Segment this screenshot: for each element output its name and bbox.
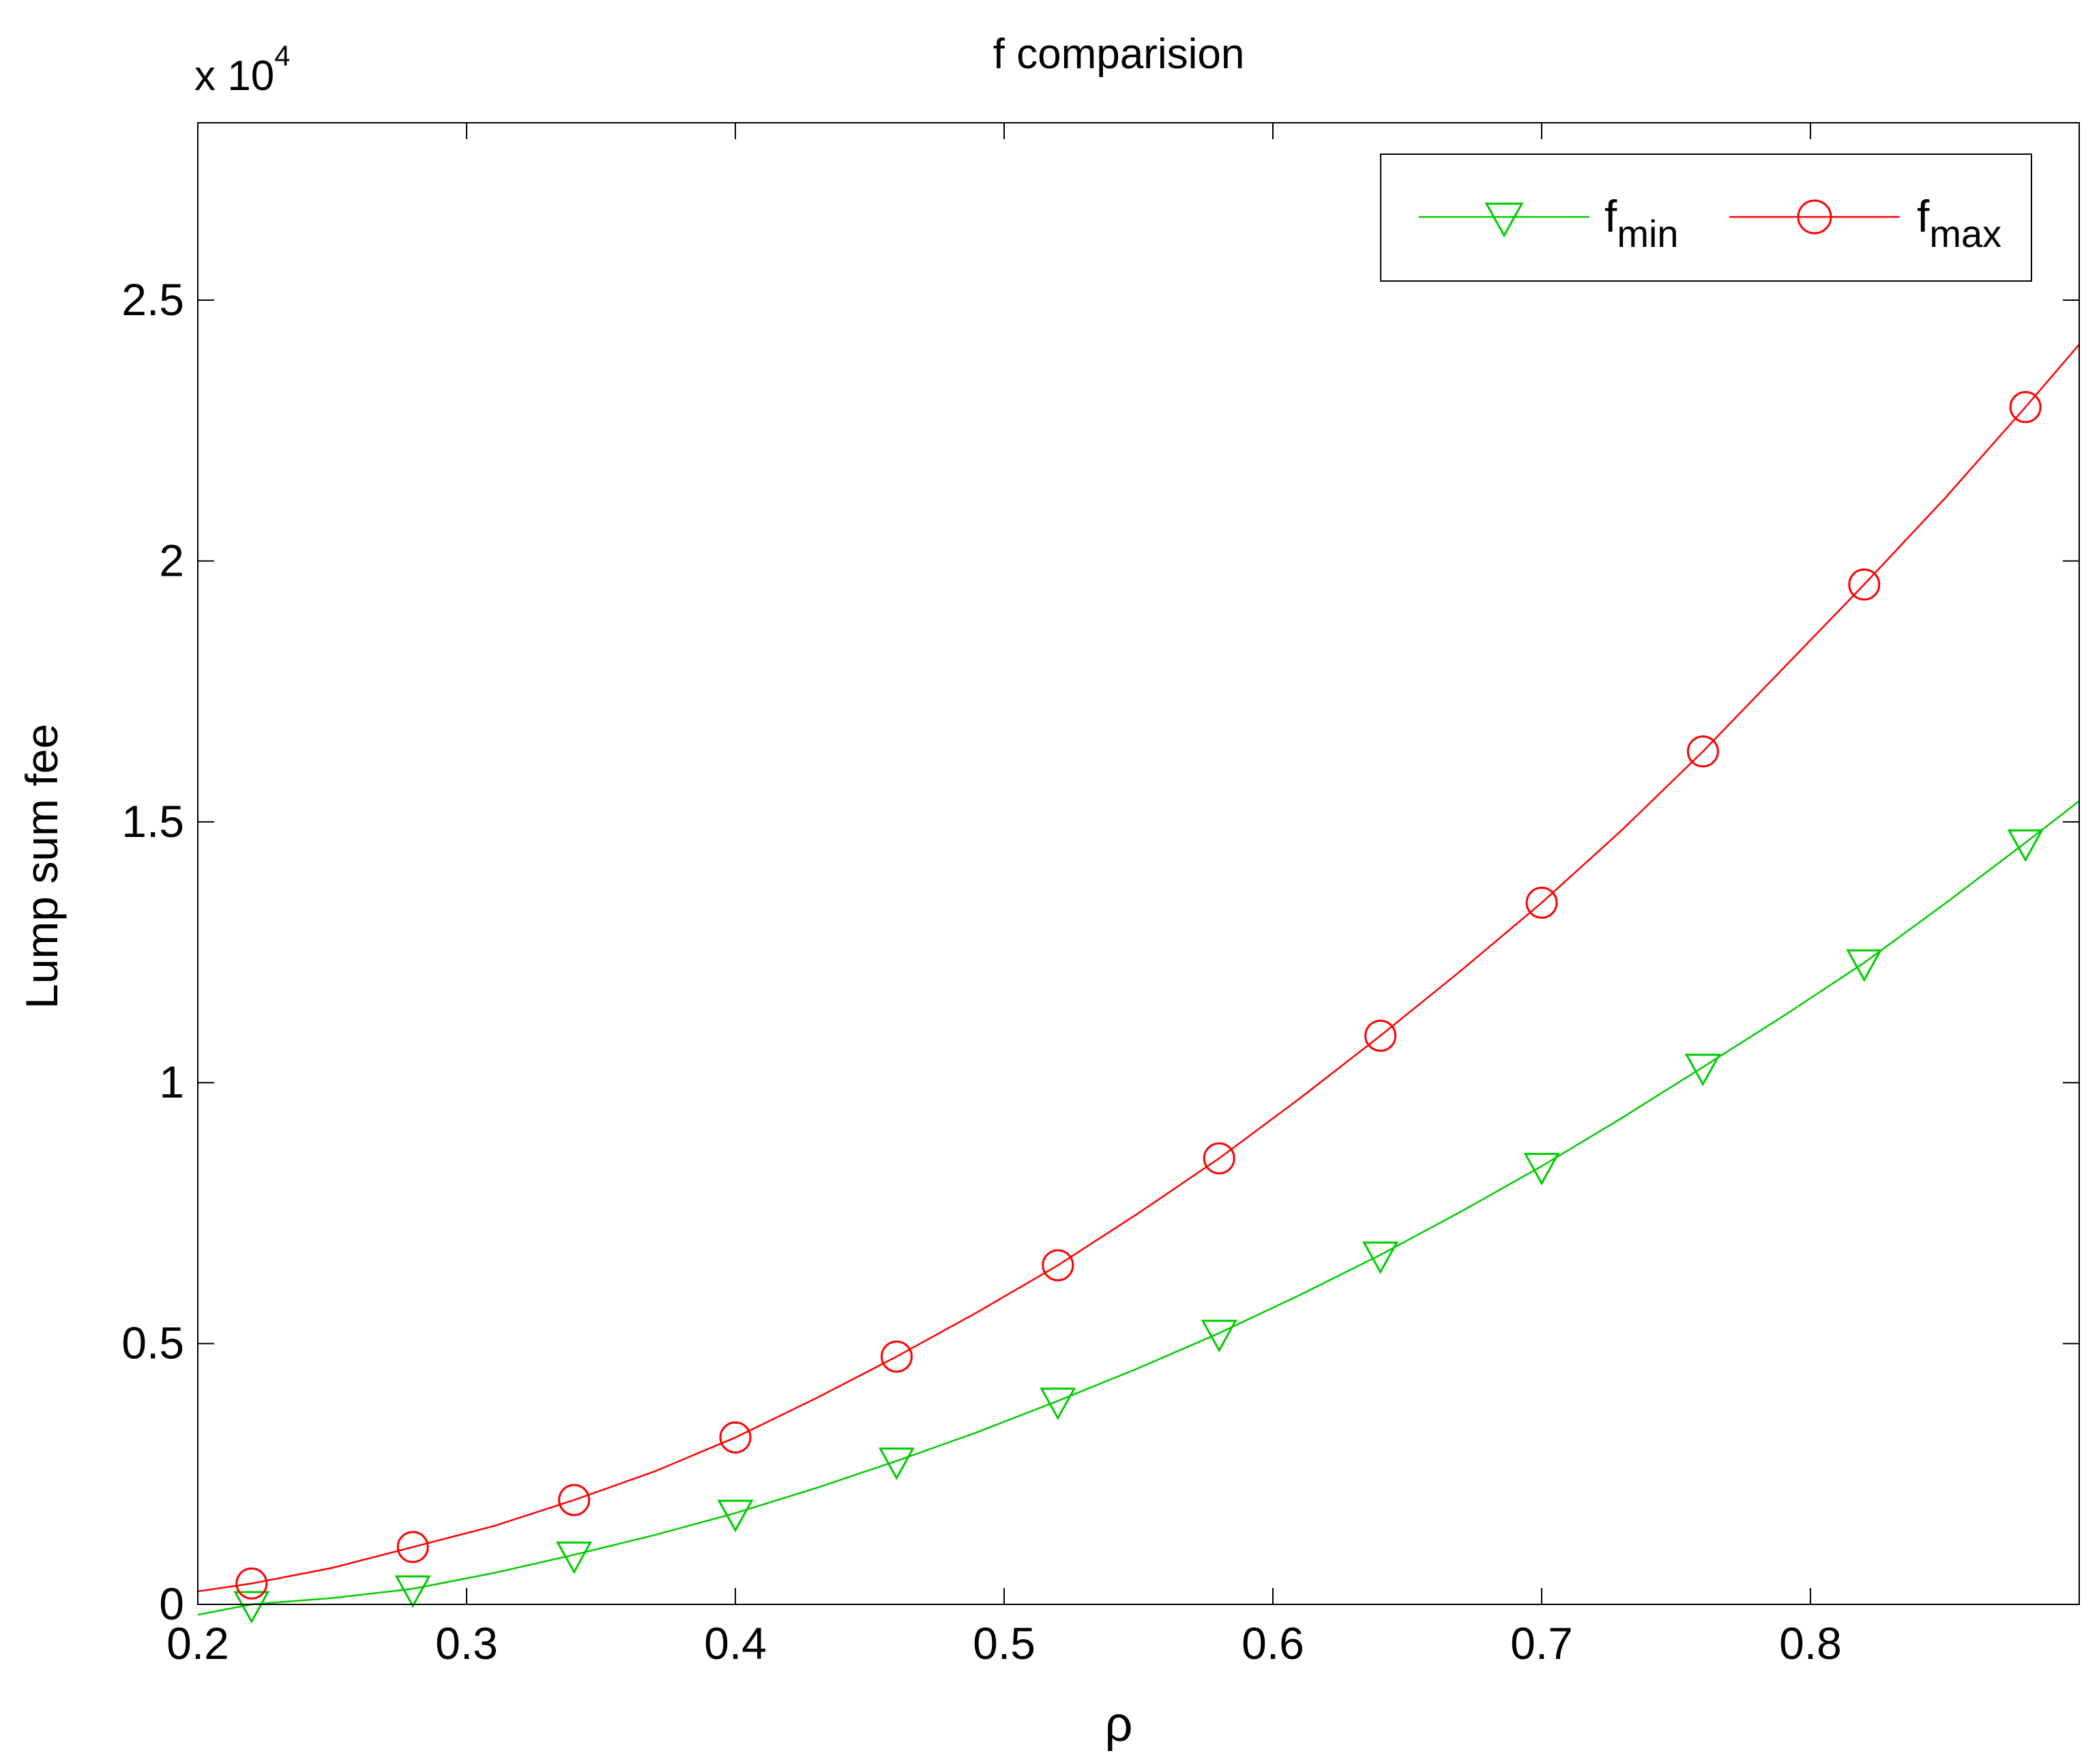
point-min-5 xyxy=(1040,1387,1076,1421)
x-axis-label: ρ xyxy=(1105,1697,1133,1752)
tick-labels: 0.2 0.3 0.4 0.5 0.6 0.7 0.8 0 0.5 1 1.5 2 2.5 xyxy=(121,274,1842,1669)
point-max-6 xyxy=(1203,1142,1235,1175)
x-tick-label-0: 0.2 xyxy=(166,1618,229,1669)
point-min-7 xyxy=(1362,1241,1399,1274)
point-max-9 xyxy=(1686,735,1719,768)
plot-area xyxy=(198,344,2079,1624)
axes xyxy=(197,122,2080,1605)
y-axis-exponent-power: 4 xyxy=(274,40,290,72)
point-max-10 xyxy=(1848,568,1881,601)
legend-item-min: fmin xyxy=(1419,191,1679,255)
y-tick-label-1: 0.5 xyxy=(121,1318,184,1368)
point-min-2 xyxy=(556,1541,593,1574)
legend-label-max: fmax xyxy=(1917,191,2001,255)
x-tick-label-2: 0.4 xyxy=(704,1618,767,1669)
y-axis-label: Lump sum fee xyxy=(16,724,67,1009)
legend-item-max: fmax xyxy=(1729,191,2001,255)
x-tick-label-5: 0.7 xyxy=(1510,1618,1573,1669)
y-tick-label-3: 1.5 xyxy=(121,796,184,847)
legend-label-sub-min: min xyxy=(1617,212,1678,255)
x-tick-label-4: 0.6 xyxy=(1242,1618,1304,1669)
series-max xyxy=(198,344,2079,1600)
point-max-8 xyxy=(1525,886,1558,919)
point-max-7 xyxy=(1364,1019,1397,1052)
legend-items: fmin fmax xyxy=(1419,191,2001,255)
legend-label-main-min: f xyxy=(1604,191,1617,241)
point-min-3 xyxy=(717,1499,754,1533)
plot-frame xyxy=(197,122,2080,1605)
x-tick-label-6: 0.8 xyxy=(1779,1618,1842,1669)
point-max-2 xyxy=(558,1484,591,1516)
legend-label-min: fmin xyxy=(1604,191,1679,255)
legend-label-main-max: f xyxy=(1917,191,1930,241)
point-max-5 xyxy=(1042,1249,1074,1282)
point-max-0 xyxy=(235,1567,268,1600)
legend: fmin fmax xyxy=(1380,153,2032,282)
point-min-1 xyxy=(394,1575,431,1608)
point-min-6 xyxy=(1201,1319,1237,1353)
point-min-4 xyxy=(878,1447,915,1480)
y-tick-label-2: 1 xyxy=(159,1057,184,1107)
x-tick-label-1: 0.3 xyxy=(435,1618,498,1669)
point-min-9 xyxy=(1684,1053,1721,1087)
point-min-11 xyxy=(2007,829,2044,862)
y-tick-label-5: 2.5 xyxy=(121,274,184,325)
legend-label-sub-max: max xyxy=(1929,212,2001,255)
point-max-4 xyxy=(880,1340,913,1373)
x-tick-label-3: 0.5 xyxy=(973,1618,1036,1669)
point-min-8 xyxy=(1523,1153,1560,1186)
point-min-10 xyxy=(1846,949,1883,982)
point-min-0 xyxy=(233,1591,270,1624)
point-max-11 xyxy=(2009,391,2042,424)
series-line-min xyxy=(198,800,2079,1616)
y-axis-exponent: x 104 xyxy=(194,40,291,100)
series-line-max xyxy=(198,344,2079,1593)
y-axis-exponent-base: x 10 xyxy=(194,53,274,100)
series-min xyxy=(198,800,2079,1624)
y-tick-label-0: 0 xyxy=(159,1578,184,1629)
legend-marker-min xyxy=(1484,203,1524,238)
chart-title: f comparision xyxy=(993,31,1245,78)
point-max-1 xyxy=(396,1531,429,1563)
point-max-3 xyxy=(719,1421,752,1454)
y-tick-label-4: 2 xyxy=(159,535,184,585)
legend-marker-max xyxy=(1797,199,1832,235)
